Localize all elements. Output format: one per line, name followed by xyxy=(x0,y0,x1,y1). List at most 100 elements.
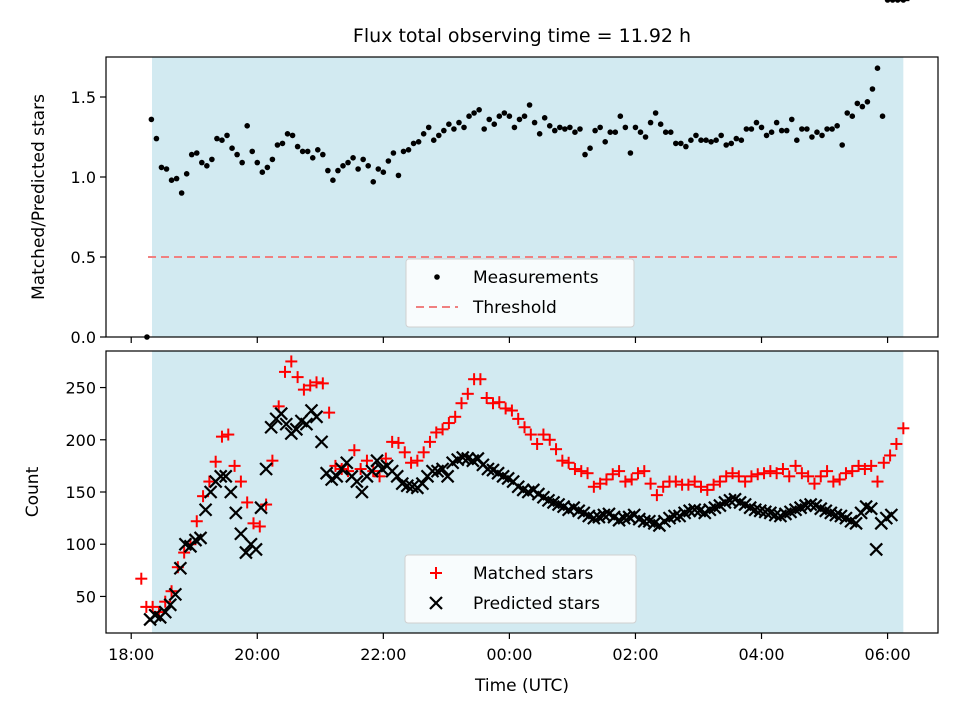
matched-star-point xyxy=(323,406,336,419)
predicted-star-point xyxy=(637,514,652,529)
matched-star-point xyxy=(657,480,670,493)
matched-star-point xyxy=(594,477,607,490)
measurement-point xyxy=(153,135,160,142)
measurement-point xyxy=(884,0,891,3)
matched-star-point xyxy=(770,467,783,480)
measurement-point xyxy=(168,177,175,183)
measurement-point xyxy=(688,137,694,143)
measurement-point xyxy=(778,127,785,134)
measurement-point xyxy=(667,129,674,135)
matched-star-point xyxy=(644,477,657,490)
predicted-star-point xyxy=(415,476,430,491)
top-y-tick-label: 0.5 xyxy=(71,248,96,267)
matched-star-point xyxy=(606,468,619,481)
measurement-point xyxy=(794,137,800,143)
measurement-point xyxy=(390,150,397,156)
bottom-y-tick-label: 100 xyxy=(65,535,96,554)
legend-matched-label: Matched stars xyxy=(473,564,593,584)
measurement-point xyxy=(314,147,321,153)
measurement-point xyxy=(436,132,442,139)
predicted-star-point xyxy=(158,605,173,619)
measurement-point xyxy=(400,148,407,155)
predicted-star-point xyxy=(198,502,213,517)
matched-star-point xyxy=(619,475,632,488)
matched-star-point xyxy=(808,477,821,490)
matched-star-point xyxy=(713,475,726,488)
measurement-point xyxy=(683,143,689,150)
measurement-point xyxy=(879,113,886,119)
matched-star-point xyxy=(758,467,771,480)
measurement-point xyxy=(647,119,654,126)
measurement-point xyxy=(799,126,805,132)
measurement-point xyxy=(229,145,235,151)
measurement-point xyxy=(360,156,366,163)
matched-star-point xyxy=(209,455,222,468)
matched-star-point xyxy=(814,470,827,483)
measurement-point xyxy=(441,127,447,134)
measurement-point xyxy=(511,124,518,131)
matched-star-point xyxy=(316,377,329,390)
matched-star-point xyxy=(726,467,739,480)
predicted-star-point xyxy=(365,464,379,478)
measurement-point xyxy=(476,107,482,113)
predicted-star-point xyxy=(213,469,228,484)
predicted-star-point xyxy=(687,502,702,517)
measurement-point xyxy=(637,129,644,135)
matched-star-point xyxy=(839,467,852,480)
matched-star-point xyxy=(732,470,745,483)
predicted-star-point xyxy=(234,526,248,541)
measurement-point xyxy=(214,135,220,142)
measurement-point xyxy=(199,159,205,166)
measurement-point xyxy=(340,163,346,169)
predicted-star-point xyxy=(481,462,495,476)
measurement-point xyxy=(385,158,392,164)
measurement-point xyxy=(173,175,180,182)
matched-star-point xyxy=(776,463,789,476)
matched-star-point xyxy=(625,473,638,486)
legend-measurements-marker xyxy=(434,274,440,280)
measurement-point xyxy=(451,126,457,132)
measurement-point xyxy=(325,167,331,174)
matched-star-point xyxy=(852,459,865,472)
matched-star-point xyxy=(386,435,399,448)
measurement-point xyxy=(375,166,382,172)
matched-star-point xyxy=(253,520,266,533)
measurement-point xyxy=(219,137,225,143)
matched-points xyxy=(135,355,910,619)
figure-title: Flux total observing time = 11.92 h xyxy=(353,25,691,47)
predicted-star-point xyxy=(224,485,238,499)
measurement-point xyxy=(501,110,508,116)
predicted-star-point xyxy=(440,469,455,484)
matched-star-point xyxy=(417,446,430,459)
measurement-point xyxy=(672,140,679,147)
predicted-star-point xyxy=(289,422,304,437)
matched-star-point xyxy=(631,467,644,480)
measurement-point xyxy=(178,190,185,196)
matched-star-point xyxy=(739,475,752,488)
bottom-legend: Matched stars Predicted stars xyxy=(404,554,637,624)
predicted-star-point xyxy=(587,511,601,525)
measurement-point xyxy=(708,139,714,145)
measurement-point xyxy=(345,159,351,166)
measurement-point xyxy=(461,124,467,131)
predicted-star-point xyxy=(173,561,188,576)
measurement-point xyxy=(209,156,215,163)
measurement-point xyxy=(612,129,619,135)
measurement-point xyxy=(496,113,503,119)
measurement-point xyxy=(446,121,452,127)
legend-measurements-label: Measurements xyxy=(473,268,599,288)
top-ylabel: Matched/Predicted stars xyxy=(29,94,49,300)
measurement-point xyxy=(632,124,639,131)
matched-star-point xyxy=(392,436,405,449)
measurement-point xyxy=(753,119,760,126)
measurement-point xyxy=(662,129,669,135)
predicted-star-point xyxy=(193,531,208,545)
matched-star-point xyxy=(524,428,537,441)
measurement-point xyxy=(592,127,598,134)
matched-star-point xyxy=(518,421,531,434)
matched-star-point xyxy=(291,371,304,384)
measurement-point xyxy=(309,155,316,161)
matched-star-point xyxy=(531,437,544,450)
predicted-star-point xyxy=(254,500,268,515)
measurement-point xyxy=(420,131,427,137)
